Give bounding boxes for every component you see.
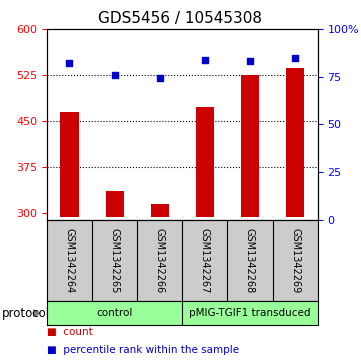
Bar xyxy=(286,68,304,217)
Text: GSM1342269: GSM1342269 xyxy=(290,228,300,293)
Text: ■  count: ■ count xyxy=(47,327,93,337)
Text: GSM1342264: GSM1342264 xyxy=(65,228,74,293)
Text: ■  percentile rank within the sample: ■ percentile rank within the sample xyxy=(47,345,239,355)
Text: GSM1342266: GSM1342266 xyxy=(155,228,165,293)
Bar xyxy=(105,191,123,217)
Point xyxy=(67,60,73,66)
Text: control: control xyxy=(96,308,133,318)
Text: GSM1342267: GSM1342267 xyxy=(200,228,210,293)
Bar xyxy=(61,112,79,217)
Text: protocol: protocol xyxy=(2,307,50,319)
Point xyxy=(292,55,298,61)
Text: pMIG-TGIF1 transduced: pMIG-TGIF1 transduced xyxy=(189,308,311,318)
Text: GSM1342265: GSM1342265 xyxy=(110,228,119,293)
Point xyxy=(202,57,208,62)
Point xyxy=(112,72,118,78)
Bar xyxy=(241,75,259,217)
Text: GDS5456 / 10545308: GDS5456 / 10545308 xyxy=(99,11,262,26)
Text: GSM1342268: GSM1342268 xyxy=(245,228,255,293)
Point xyxy=(157,75,162,81)
Point xyxy=(247,58,253,64)
Bar xyxy=(196,107,214,217)
Bar xyxy=(151,204,169,217)
